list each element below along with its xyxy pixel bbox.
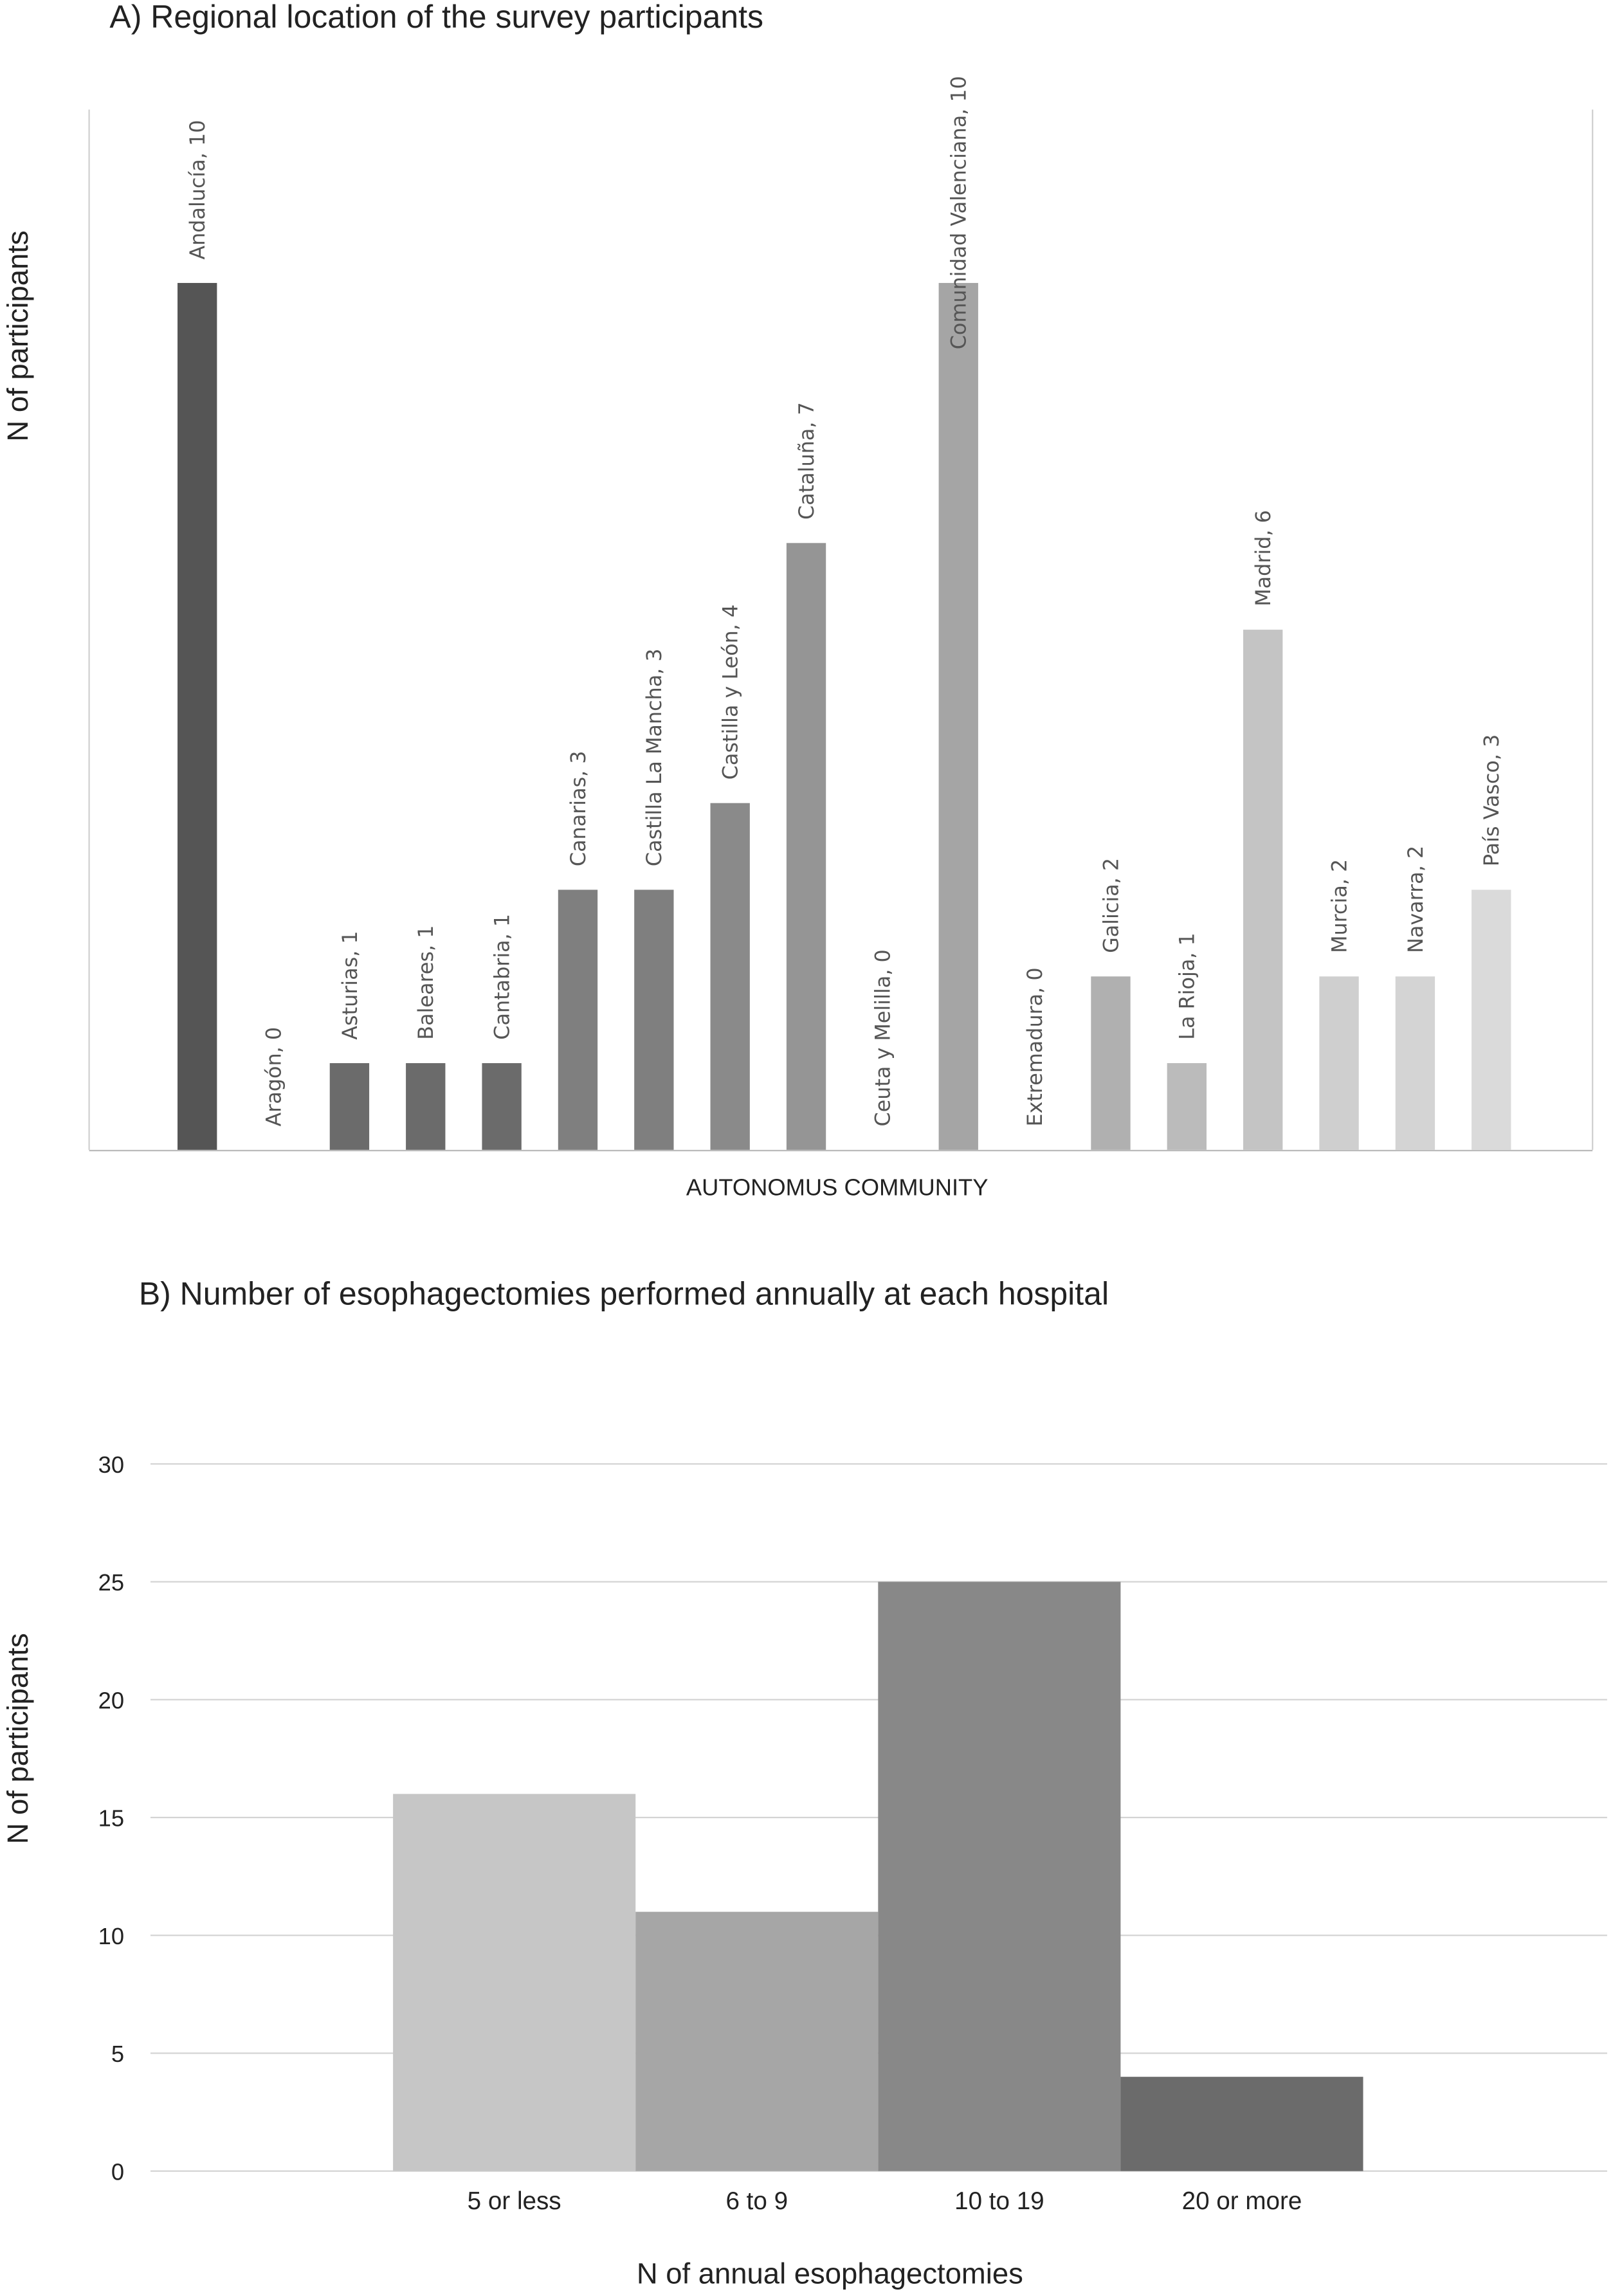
x-tick-label: 6 to 9 bbox=[725, 2187, 788, 2215]
bar bbox=[482, 1063, 522, 1150]
bar bbox=[178, 282, 217, 1150]
y-axis-label-b: N of participants bbox=[1, 1633, 34, 1844]
bar bbox=[393, 1794, 636, 2171]
bar bbox=[634, 889, 674, 1150]
data-label: Comunidad Valenciana, 10 bbox=[947, 76, 971, 349]
y-tick-label: 20 bbox=[98, 1687, 124, 1713]
bar bbox=[1472, 889, 1511, 1150]
data-label: Canarias, 3 bbox=[567, 751, 590, 866]
bar bbox=[878, 1581, 1121, 2171]
x-tick-label: 10 to 19 bbox=[954, 2187, 1044, 2215]
x-tick-label: 5 or less bbox=[468, 2187, 561, 2215]
x-axis-label-a: AUTONOMUS COMMUNITY bbox=[686, 1174, 989, 1200]
x-tick-label: 20 or more bbox=[1182, 2187, 1302, 2215]
data-label: La Rioja, 1 bbox=[1176, 933, 1199, 1039]
bar bbox=[786, 543, 826, 1150]
data-label: Ceuta y Melilla, 0 bbox=[871, 949, 895, 1126]
data-label: Extremadura, 0 bbox=[1023, 967, 1047, 1126]
y-tick-label: 30 bbox=[98, 1452, 124, 1478]
bar bbox=[1319, 976, 1359, 1150]
bar bbox=[710, 803, 750, 1150]
data-label: Navarra, 2 bbox=[1404, 846, 1428, 953]
bar bbox=[1120, 2077, 1363, 2171]
bar bbox=[406, 1063, 446, 1150]
y-tick-label: 10 bbox=[98, 1923, 124, 1949]
data-label: Aragón, 0 bbox=[262, 1027, 286, 1127]
bar bbox=[558, 889, 598, 1150]
data-label: Cantabria, 1 bbox=[490, 914, 514, 1040]
bar bbox=[329, 1063, 370, 1150]
data-label: País Vasco, 3 bbox=[1480, 734, 1504, 866]
y-tick-label: 25 bbox=[98, 1569, 124, 1596]
title-b: B) Number of esophagectomies performed a… bbox=[139, 1276, 1109, 1312]
data-label: Murcia, 2 bbox=[1327, 859, 1351, 953]
data-label: Andalucía, 10 bbox=[186, 120, 210, 260]
y-tick-label: 5 bbox=[111, 2041, 124, 2067]
title-a: A) Regional location of the survey parti… bbox=[109, 0, 763, 35]
bar bbox=[1243, 630, 1283, 1150]
y-tick-label: 15 bbox=[98, 1805, 124, 1832]
data-label: Cataluña, 7 bbox=[795, 402, 819, 520]
bar bbox=[938, 282, 978, 1150]
bar bbox=[635, 1911, 879, 2171]
bar bbox=[1091, 976, 1131, 1150]
bar bbox=[1395, 976, 1435, 1150]
data-label: Baleares, 1 bbox=[414, 925, 438, 1040]
data-label: Asturias, 1 bbox=[338, 931, 362, 1039]
y-axis-label-a: N of participants bbox=[1, 230, 34, 441]
data-label: Castilla La Mancha, 3 bbox=[642, 648, 666, 866]
data-label: Galicia, 2 bbox=[1099, 858, 1123, 953]
data-label: Madrid, 6 bbox=[1252, 510, 1275, 606]
data-label: Castilla y León, 4 bbox=[719, 605, 743, 780]
x-axis-label-b: N of annual esophagectomies bbox=[637, 2257, 1023, 2290]
y-tick-label: 0 bbox=[111, 2158, 124, 2185]
bar bbox=[1167, 1063, 1207, 1150]
